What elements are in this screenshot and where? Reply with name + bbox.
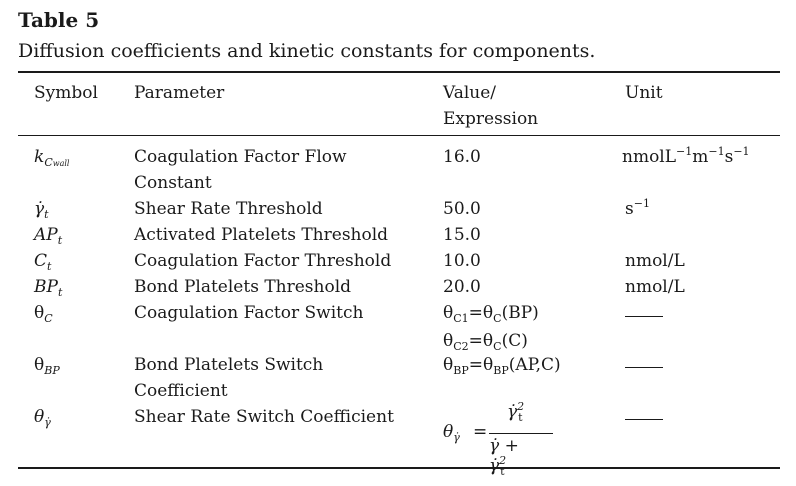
- symbol-ap-t: APt: [34, 225, 63, 247]
- unit-cell: nmol/L: [625, 277, 685, 297]
- symbol-c-t: Ct: [34, 251, 52, 273]
- value-cell: 50.0: [443, 199, 481, 219]
- parameter-cell: Bond Platelets Switch Coefficient: [134, 355, 324, 401]
- symbol-theta-gamma: θγ̇: [34, 407, 51, 429]
- parameter-cell: Coagulation Factor Switch: [134, 303, 364, 323]
- parameter-cell: Shear Rate Switch Coefficient: [134, 407, 394, 427]
- parameter-cell: Shear Rate Threshold: [134, 199, 323, 219]
- symbol-theta-bp: θBP: [34, 355, 60, 377]
- header-value: Value/ Expression: [443, 80, 538, 132]
- header-symbol: Symbol: [34, 83, 98, 103]
- empty-unit-dash: [625, 419, 663, 420]
- symbol-k-cwall: kCwall: [34, 147, 70, 169]
- top-rule: [18, 71, 780, 73]
- header-value-line2: Expression: [443, 109, 539, 129]
- parameter-cell: Bond Platelets Threshold: [134, 277, 352, 297]
- header-rule: [18, 135, 780, 136]
- value-cell: 15.0: [443, 225, 481, 245]
- symbol-bp-t: BPt: [34, 277, 63, 299]
- parameter-cell: Activated Platelets Threshold: [134, 225, 389, 245]
- shear-rate-switch-formula: θγ̇ = γ̇2t γ̇ + γ̇2t: [443, 400, 563, 478]
- empty-unit-dash: [625, 316, 663, 317]
- table-caption: Diffusion coefficients and kinetic const…: [18, 40, 596, 62]
- value-cell: θBP=θBP(AP,C): [443, 355, 561, 377]
- parameter-cell: Coagulation Factor Threshold: [134, 251, 392, 271]
- unit-cell: nmolL−1m−1s−1: [622, 145, 750, 167]
- value-cell: 10.0: [443, 251, 481, 271]
- empty-unit-dash: [625, 367, 663, 368]
- header-unit: Unit: [625, 83, 663, 103]
- value-cell: 20.0: [443, 277, 481, 297]
- value-cell: 16.0: [443, 147, 481, 167]
- header-parameter: Parameter: [134, 83, 225, 103]
- symbol-theta-c: θC: [34, 303, 53, 325]
- parameter-cell: Coagulation Factor Flow Constant: [134, 147, 347, 193]
- unit-cell: s−1: [625, 197, 650, 219]
- value-cell: θC1=θC(BP) θC2=θC(C): [443, 303, 539, 353]
- bottom-rule: [18, 467, 780, 469]
- table-title: Table 5: [18, 8, 100, 32]
- header-value-line1: Value/: [443, 83, 497, 103]
- symbol-gamma-t: γ̇t: [34, 199, 49, 221]
- unit-cell: nmol/L: [625, 251, 685, 271]
